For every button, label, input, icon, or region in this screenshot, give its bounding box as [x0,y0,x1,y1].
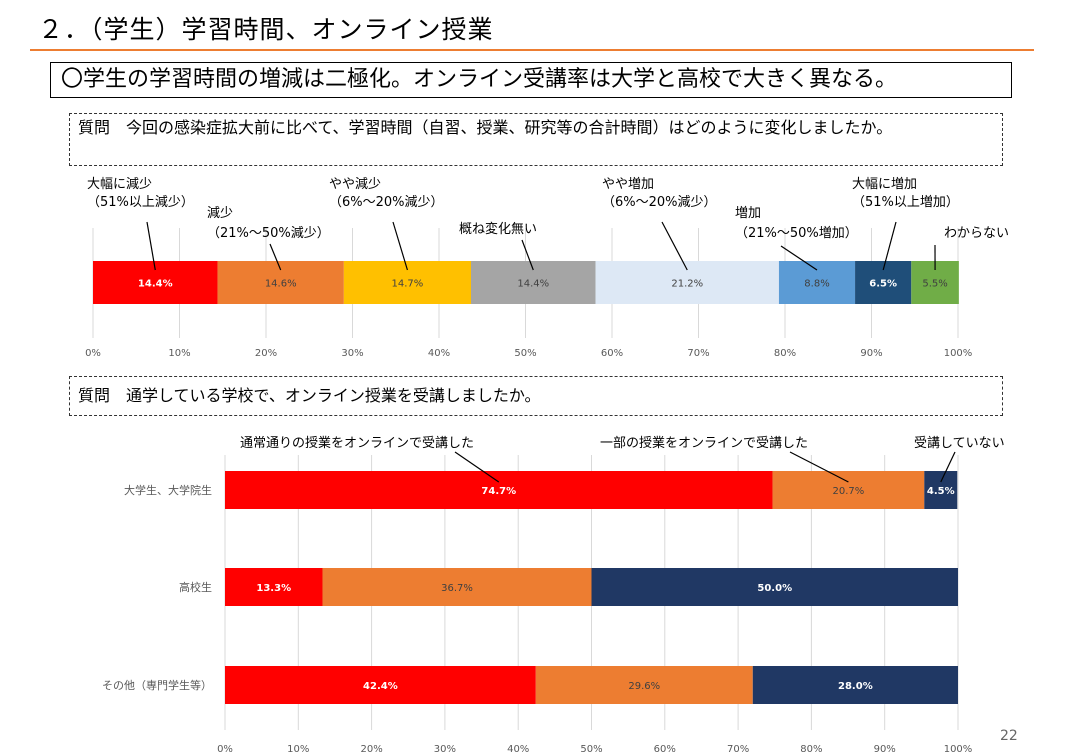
category-sublabel: （21%～50%増加） [735,226,858,241]
data-label: 14.6% [265,279,297,290]
category-sublabel: （51%以上増加） [852,195,959,210]
question-1-box: 質問 今回の感染症拡大前に比べて、学習時間（自習、授業、研究等の合計時間）はどの… [69,113,1003,166]
data-label: 8.8% [804,279,829,290]
x-tick-label: 60% [654,744,676,755]
data-label: 74.7% [481,486,516,497]
series-label: 通常通りの授業をオンラインで受講した [240,435,474,451]
leader-line [146,221,156,271]
data-label: 4.5% [927,486,955,497]
data-label: 36.7% [441,583,473,594]
leader-line [940,451,956,483]
x-tick-label: 0% [217,744,233,755]
data-label: 28.0% [838,681,873,692]
category-label: 大幅に減少 [87,176,152,192]
series-label: 受講していない [914,435,1005,451]
row-label: 高校生 [179,580,212,594]
leader-line [780,245,818,271]
leader-line [661,221,688,271]
data-label: 14.4% [138,279,173,290]
bar-segment [591,568,958,606]
leader-line [454,451,500,483]
x-tick-label: 50% [514,348,536,359]
leader-line [521,239,534,271]
bar-segment [225,666,536,704]
x-tick-label: 10% [287,744,309,755]
x-tick-label: 90% [860,348,882,359]
page-number: 22 [1000,728,1018,744]
question-2-box: 質問 通学している学校で、オンライン授業を受講しましたか。 [69,376,1003,416]
slide-title: ２．（学生）学習時間、オンライン授業 [38,15,494,44]
row-label: 大学生、大学院生 [124,483,212,497]
category-label: 増加 [735,206,761,221]
category-label: 大幅に増加 [852,177,917,192]
x-tick-label: 70% [727,744,749,755]
data-label: 20.7% [833,486,865,497]
category-label: 概ね変化無い [459,221,537,237]
category-sublabel: （6%～20%減少） [602,194,717,210]
data-label: 42.4% [363,681,398,692]
data-label: 14.7% [392,279,424,290]
data-label: 5.5% [922,279,947,290]
category-label: 減少 [207,205,233,221]
bar-segment [924,471,958,509]
bar-segment [471,261,596,304]
category-sublabel: （21%～50%減少） [207,225,330,241]
bar-segment [752,666,958,704]
x-tick-label: 100% [944,348,973,359]
bar-segment [322,568,592,606]
x-tick-label: 30% [434,744,456,755]
data-label: 21.2% [671,279,703,290]
headline-box: 〇学生の学習時間の増減は二極化。オンライン受講率は大学と高校で大きく異なる。 [50,62,1012,98]
bar-segment [225,568,323,606]
bar-segment [217,261,344,304]
category-sublabel: （6%～20%減少） [329,194,444,210]
row-label: その他（専門学生等） [102,678,212,692]
data-label: 13.3% [256,583,291,594]
bar-segment [595,261,779,304]
category-label: やや減少 [329,176,381,192]
category-label: やや増加 [602,177,654,192]
x-tick-label: 80% [774,348,796,359]
bar-segment [225,471,773,509]
x-tick-label: 10% [168,348,190,359]
data-label: 50.0% [757,583,792,594]
x-tick-label: 70% [687,348,709,359]
series-label: 一部の授業をオンラインで受講した [600,435,808,451]
x-tick-label: 0% [85,348,101,359]
x-tick-label: 40% [428,348,450,359]
leader-line [269,243,282,271]
x-tick-label: 20% [360,744,382,755]
x-tick-label: 80% [800,744,822,755]
x-tick-label: 40% [507,744,529,755]
bar-segment [778,261,856,304]
title-underline [30,49,1034,51]
x-tick-label: 50% [580,744,602,755]
x-tick-label: 60% [601,348,623,359]
x-tick-label: 90% [874,744,896,755]
x-tick-label: 100% [944,744,973,755]
leader-line [392,221,409,271]
leader-line [882,221,897,271]
data-label: 29.6% [628,681,660,692]
bar-segment [772,471,925,509]
leader-line [789,451,849,483]
x-tick-label: 30% [341,348,363,359]
data-label: 6.5% [869,279,897,290]
category-label: わからない [944,226,1009,241]
x-tick-label: 20% [255,348,277,359]
data-label: 14.4% [517,279,549,290]
category-sublabel: （51%以上減少） [87,194,194,210]
bar-segment [535,666,753,704]
